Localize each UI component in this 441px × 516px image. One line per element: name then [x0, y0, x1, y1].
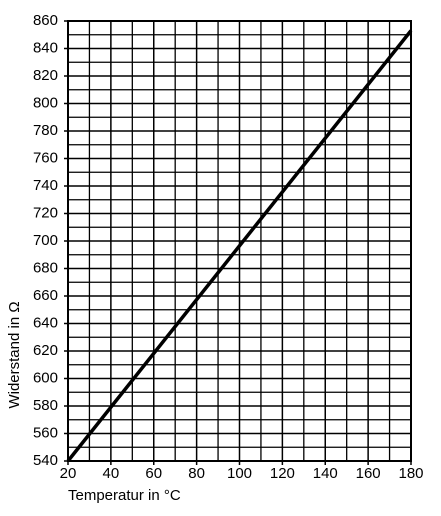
y-tick-label: 780 [33, 122, 58, 139]
y-tick-label: 540 [33, 452, 58, 469]
y-axis-label: Widerstand in Ω [6, 301, 23, 408]
x-axis-label: Temperatur in °C [68, 487, 181, 504]
y-tick-label: 740 [33, 177, 58, 194]
y-tick-label: 640 [33, 314, 58, 331]
x-tick-label: 140 [313, 465, 338, 482]
x-tick-label: 20 [60, 465, 77, 482]
line [66, 29, 413, 463]
y-tick-label: 700 [33, 232, 58, 249]
y-tick-label: 720 [33, 204, 58, 221]
x-tick-label: 120 [270, 465, 295, 482]
y-tick-label: 760 [33, 149, 58, 166]
y-tick-label: 560 [33, 424, 58, 441]
x-tick-label: 180 [398, 465, 423, 482]
y-tick-label: 860 [33, 12, 58, 29]
x-tick-label: 60 [145, 465, 162, 482]
plot-frame [67, 20, 412, 462]
x-tick-label: 80 [188, 465, 205, 482]
y-tick-label: 680 [33, 259, 58, 276]
y-tick-label: 840 [33, 39, 58, 56]
x-tick-label: 160 [356, 465, 381, 482]
y-tick-label: 600 [33, 369, 58, 386]
y-tick-label: 620 [33, 342, 58, 359]
x-tick-label: 40 [103, 465, 120, 482]
y-tick-label: 580 [33, 397, 58, 414]
y-tick-label: 660 [33, 287, 58, 304]
y-tick-label: 800 [33, 94, 58, 111]
y-tick-label: 820 [33, 67, 58, 84]
x-tick-label: 100 [227, 465, 252, 482]
